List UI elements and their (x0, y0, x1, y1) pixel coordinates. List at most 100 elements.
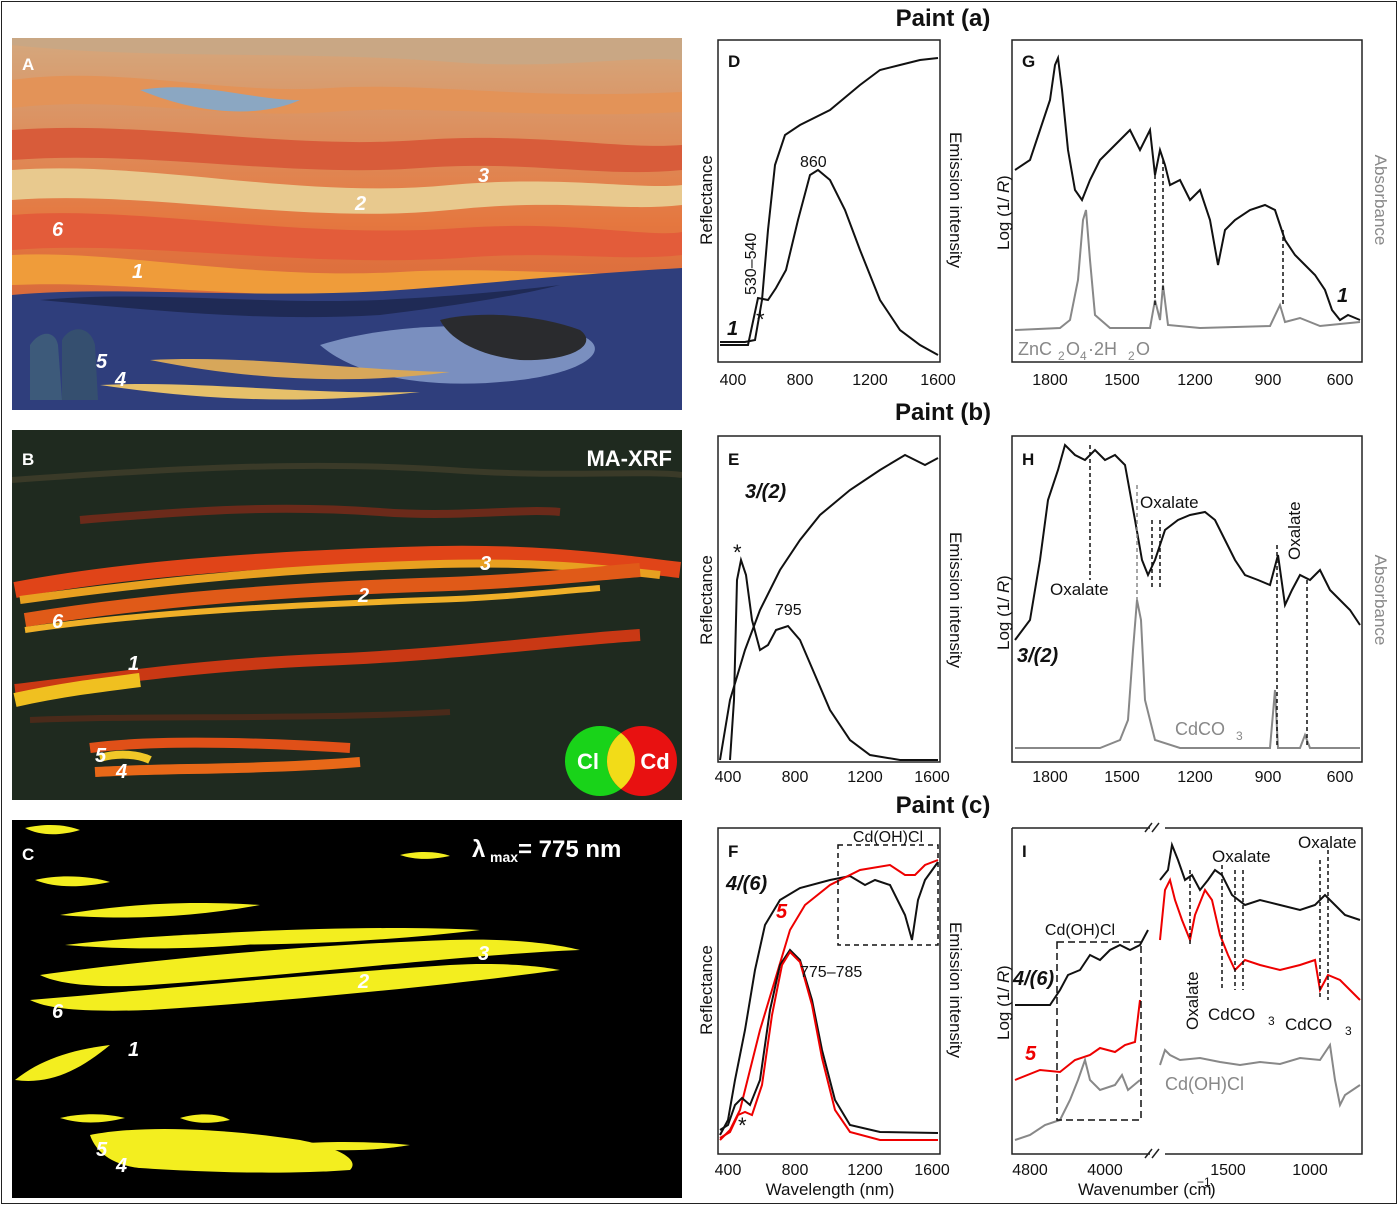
panel-b-label-6: 6 (52, 611, 64, 633)
panel-f-xticks: 400 800 1200 1600 (715, 1162, 950, 1179)
svg-text:max: max (490, 849, 518, 865)
legend-cl-label: Cl (577, 749, 599, 774)
panel-h-sample-label: 3/(2) (1017, 645, 1058, 667)
row-title-c: Paint (c) (896, 792, 991, 819)
svg-text:400: 400 (715, 769, 742, 786)
panel-b-xrf-map (12, 430, 682, 800)
panel-i-sample-red-curve (1014, 877, 1361, 1081)
panel-h-oxalate-label-1: Oxalate (1140, 493, 1199, 512)
panel-g-letter: G (1022, 52, 1035, 71)
svg-text:CdCO: CdCO (1285, 1015, 1332, 1034)
panel-c-title: λ max = 775 nm (472, 836, 621, 865)
panel-i-axis-break (1144, 822, 1160, 1159)
panel-i-frame (1011, 827, 1363, 1155)
panel-i-oxalate-label-3: Oxalate (1183, 971, 1202, 1030)
panel-c-label-2: 2 (357, 971, 369, 993)
panel-f-sample-label: 4/(6) (725, 873, 767, 895)
panel-a-painting (12, 38, 682, 410)
svg-text:1800: 1800 (1032, 769, 1068, 786)
panel-i-sample-label: 4/(6) (1012, 968, 1054, 990)
panel-e-xticks: 400 800 1200 1600 (715, 769, 950, 786)
panel-d-emission-curve (720, 168, 939, 356)
panel-i-oxalate-label-1: Oxalate (1212, 847, 1271, 866)
panel-e-letter: E (728, 450, 739, 469)
svg-text:·2H: ·2H (1088, 339, 1117, 359)
svg-text:1200: 1200 (847, 769, 883, 786)
svg-text:−1: −1 (1197, 1175, 1211, 1189)
panel-h-frame (1011, 435, 1363, 763)
svg-text:3: 3 (1268, 1014, 1275, 1028)
panel-b-label-1: 1 (128, 653, 139, 675)
svg-text:1500: 1500 (1104, 372, 1140, 389)
svg-text:2: 2 (1058, 349, 1065, 363)
panel-g-sample-curve (1014, 54, 1361, 322)
svg-text:400: 400 (720, 372, 747, 389)
panel-h-ylabel-right: Absorbance (1371, 555, 1390, 646)
svg-text:Log (1/: Log (1/ (994, 987, 1013, 1040)
panel-f-reflectance-red (719, 859, 939, 1141)
panel-h-oxalate-label-2: Oxalate (1050, 580, 1109, 599)
panel-d-ylabel-right: Emission intensity (946, 132, 965, 269)
panel-i-cdco3-label-1: CdCO 3 (1208, 1005, 1275, 1028)
svg-text:Wavenumber (cm: Wavenumber (cm (1078, 1180, 1212, 1199)
panel-c-labels: 1 2 3 4 5 6 (52, 943, 489, 1177)
panel-d-reflectance-curve (720, 57, 939, 343)
panel-a-label-4: 4 (114, 369, 126, 391)
panel-e-reflectance-curve (719, 453, 939, 761)
panel-i-oxalate-label-2: Oxalate (1298, 833, 1357, 852)
legend-overlap (607, 733, 635, 789)
panel-g-chart: G 1 ZnC 2 O 4 ·2H 2 O Log (1/ R ) Absorb… (994, 39, 1390, 389)
panel-f-frame (717, 827, 941, 1155)
svg-text:1200: 1200 (852, 372, 888, 389)
panel-f-sample-red-label: 5 (776, 901, 788, 923)
svg-text:4: 4 (1080, 349, 1087, 363)
svg-text:O: O (1136, 339, 1150, 359)
panel-f-xlabel: Wavelength (nm) (766, 1180, 895, 1199)
panel-h-letter: H (1022, 450, 1034, 469)
panel-h-xticks: 1800 1500 1200 900 600 (1032, 769, 1353, 786)
svg-text:600: 600 (1327, 372, 1354, 389)
panel-c-letter: C (22, 845, 34, 864)
panel-c-label-6: 6 (52, 1001, 64, 1023)
panel-g-ylabel-right: Absorbance (1371, 155, 1390, 246)
panel-d-peak-annotation: 860 (800, 154, 827, 171)
panel-h-reference-label: CdCO 3 (1175, 719, 1243, 743)
panel-a-label-1: 1 (132, 261, 143, 283)
panel-f-inset-label: Cd(OH)Cl (853, 829, 923, 846)
panel-g-dashed-lines (1154, 160, 1284, 305)
panel-f-emission-red (719, 950, 938, 1141)
panel-i-box-label: Cd(OH)Cl (1045, 922, 1115, 939)
svg-text:600: 600 (1327, 769, 1354, 786)
panel-b-title: MA-XRF (586, 446, 672, 471)
panel-a-labels: 1 2 3 4 5 6 (52, 165, 489, 391)
panel-a-label-2: 2 (354, 193, 366, 215)
panel-h-sample-curve (1014, 443, 1361, 641)
panel-c-label-4: 4 (115, 1155, 127, 1177)
panel-f-peak-annotation: 775–785 (800, 964, 862, 981)
svg-text:Log (1/: Log (1/ (994, 597, 1013, 650)
panel-b-labels: 1 2 3 4 5 6 (52, 553, 491, 783)
panel-g-sample-label: 1 (1337, 285, 1348, 307)
svg-text:900: 900 (1255, 769, 1282, 786)
svg-text:O: O (1066, 339, 1080, 359)
svg-text:800: 800 (782, 769, 809, 786)
panel-f-chart: F Cd(OH)Cl 4/(6) 5 775–785 * Reflectance… (697, 827, 965, 1199)
panel-a-label-5: 5 (96, 351, 108, 373)
svg-text:4800: 4800 (1012, 1162, 1048, 1179)
panel-e-ylabel-right: Emission intensity (946, 532, 965, 669)
panel-g-reference-label: ZnC 2 O 4 ·2H 2 O (1018, 339, 1150, 363)
svg-text:1200: 1200 (1177, 372, 1213, 389)
svg-text:800: 800 (782, 1162, 809, 1179)
panel-d-bands-annotation: 530–540 (743, 233, 760, 295)
panel-f-letter: F (728, 842, 738, 861)
panel-b-label-3: 3 (480, 553, 491, 575)
svg-text:R: R (994, 581, 1013, 593)
panel-i-chart: I Cd(OH)Cl Oxalate Oxalate Oxalate CdCO … (994, 822, 1363, 1199)
panel-d-letter: D (728, 52, 740, 71)
svg-text:R: R (994, 971, 1013, 983)
panel-a-label-6: 6 (52, 219, 64, 241)
panel-a-letter: A (22, 55, 34, 74)
panel-i-reference-curve (1014, 1042, 1361, 1141)
svg-text:): ) (994, 965, 1013, 971)
svg-text:): ) (994, 175, 1013, 181)
